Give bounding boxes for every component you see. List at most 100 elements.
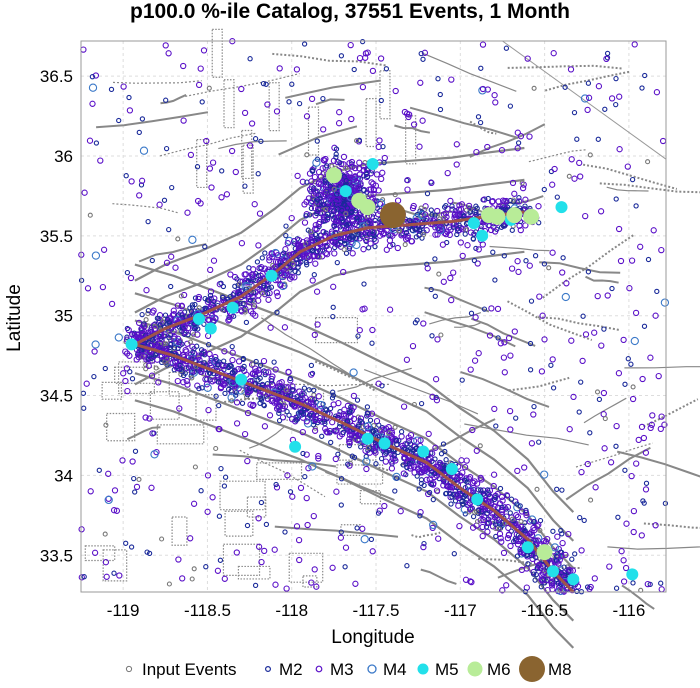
fault-line: [138, 243, 207, 263]
event-point: [444, 169, 451, 177]
event-point: [581, 517, 587, 524]
event-point: [141, 353, 148, 360]
event-point: [383, 66, 390, 72]
event-point: [308, 205, 315, 212]
event-point: [267, 324, 274, 331]
event-point: [166, 335, 172, 341]
x-tick-label: -118: [275, 601, 308, 620]
event-point: [628, 472, 635, 480]
event-point: [283, 223, 289, 229]
fault-zone: [307, 106, 320, 156]
event-point: [417, 513, 423, 519]
event-m5: [235, 373, 248, 386]
event-point: [322, 191, 329, 198]
event-point: [638, 423, 646, 431]
event-point: [139, 311, 145, 318]
fault-line: [181, 73, 300, 98]
event-point: [364, 404, 371, 410]
event-point: [156, 201, 163, 208]
event-point: [462, 511, 468, 517]
event-point: [274, 252, 282, 259]
event-point: [303, 259, 310, 266]
event-m5: [547, 565, 559, 578]
event-point: [197, 65, 204, 72]
event-point: [111, 487, 119, 494]
event-point: [420, 320, 427, 327]
event-point: [258, 138, 264, 144]
event-point: [183, 377, 190, 385]
event-point: [311, 387, 317, 393]
event-point: [329, 212, 335, 218]
event-point: [123, 350, 131, 357]
event-point: [260, 357, 268, 365]
event-point: [630, 507, 638, 515]
event-point: [566, 426, 573, 433]
event-point: [180, 372, 187, 379]
fault-zone: [223, 79, 235, 129]
event-point: [527, 367, 534, 373]
event-point: [163, 97, 169, 103]
event-point: [87, 212, 93, 218]
event-point: [170, 327, 177, 335]
event-point: [154, 315, 161, 321]
event-point: [642, 449, 650, 456]
event-point: [613, 75, 619, 82]
event-point: [301, 219, 309, 226]
event-point: [346, 439, 353, 446]
event-point: [470, 236, 477, 242]
event-point: [216, 281, 223, 288]
event-point: [263, 521, 270, 528]
event-point: [433, 397, 441, 404]
event-point: [522, 528, 528, 534]
event-point: [562, 84, 568, 90]
event-point: [554, 486, 560, 492]
event-point: [303, 451, 310, 458]
event-m6: [351, 192, 368, 209]
event-point: [357, 418, 363, 424]
event-point: [78, 574, 85, 581]
event-point: [171, 358, 179, 365]
event-point: [429, 393, 436, 400]
event-point: [83, 380, 90, 387]
event-point: [465, 202, 473, 210]
event-point: [160, 319, 166, 325]
event-point: [363, 422, 373, 431]
event-point: [170, 307, 177, 314]
event-point: [585, 94, 593, 101]
event-point: [396, 228, 402, 234]
event-point: [360, 173, 367, 179]
event-point: [219, 168, 225, 174]
event-point: [508, 265, 516, 272]
y-tick-label: 35.5: [40, 227, 73, 246]
fault-line: [394, 124, 431, 134]
event-point: [515, 268, 522, 276]
event-point: [304, 398, 312, 405]
event-point: [266, 254, 273, 261]
y-tick-label: 33.5: [40, 546, 73, 565]
event-point: [299, 428, 306, 436]
event-point: [475, 350, 482, 357]
event-point: [108, 300, 116, 308]
event-point: [504, 503, 512, 511]
event-point: [282, 529, 288, 535]
event-point: [303, 419, 313, 428]
event-point: [315, 452, 322, 460]
event-point: [303, 418, 310, 425]
event-point: [273, 481, 279, 488]
event-point: [197, 200, 204, 207]
event-point: [454, 491, 461, 498]
event-point: [311, 272, 317, 278]
event-point: [247, 297, 254, 303]
event-point: [479, 85, 487, 93]
event-point: [645, 256, 652, 263]
fault-zone: [359, 490, 382, 505]
event-point: [582, 331, 590, 338]
event-point: [418, 50, 424, 57]
event-point: [259, 255, 265, 261]
event-point: [652, 312, 659, 319]
event-point: [587, 152, 593, 158]
event-point: [424, 265, 431, 272]
event-point: [467, 505, 474, 512]
event-point: [454, 475, 461, 482]
event-point: [283, 232, 289, 239]
